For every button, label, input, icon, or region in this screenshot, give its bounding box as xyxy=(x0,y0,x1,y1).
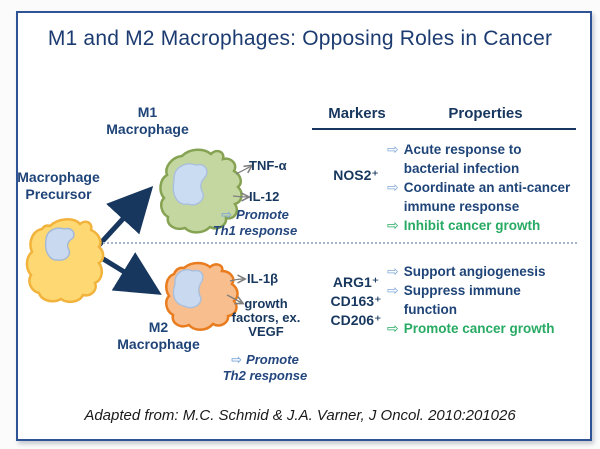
differentiation-arrows xyxy=(97,185,162,295)
property-text: Acute response to bacterial infection xyxy=(403,142,522,176)
th1-line1: ⇨ Promote xyxy=(200,207,310,223)
th1-response-text: Th1 response xyxy=(212,223,298,238)
arrow-right-icon: ⇨ xyxy=(387,263,399,279)
arrow-right-icon: ⇨ xyxy=(387,141,399,157)
arrow-precursor-to-m1 xyxy=(97,185,154,247)
th2-line1: ⇨ Promote xyxy=(210,352,320,368)
property-text: Promote cancer growth xyxy=(403,321,555,336)
th2-promote-text: Promote xyxy=(246,352,299,367)
m2-th2-response-note: ⇨ Promote Th2 response xyxy=(210,352,320,384)
connector-m1-tnf xyxy=(235,166,251,175)
property-text: Coordinate an anti-cancer immune respons… xyxy=(403,180,571,214)
slide-title: M1 and M2 Macrophages: Opposing Roles in… xyxy=(47,27,553,50)
property-item: ⇨ Support angiogenesis xyxy=(387,262,582,281)
connector-m1-il12 xyxy=(232,196,248,197)
macrophage-precursor-label: Macrophage Precursor xyxy=(17,169,100,202)
properties-column-header: Properties xyxy=(448,105,523,122)
arrow-right-icon: ⇨ xyxy=(387,179,399,195)
arrow-right-icon: ⇨ xyxy=(387,282,399,298)
property-item: ⇨ Suppress immune function xyxy=(387,281,582,319)
arrow-right-icon: ⇨ xyxy=(231,352,243,367)
m1-properties-list: ⇨ Acute response to bacterial infection … xyxy=(387,140,582,235)
m1-macrophage-label: M1 Macrophage xyxy=(106,104,189,137)
precursor-cell-nucleus xyxy=(44,227,75,261)
m1-cell-nucleus xyxy=(172,163,208,206)
th2-response-text: Th2 response xyxy=(222,368,308,383)
m2-markers: ARG1⁺ CD163⁺ CD206⁺ xyxy=(311,273,401,330)
m2-macrophage-label: M2 Macrophage xyxy=(117,319,200,352)
m1-markers: NOS2⁺ xyxy=(311,166,401,185)
citation-text: Adapted from: M.C. Schmid & J.A. Varner,… xyxy=(84,407,516,424)
arrow-right-icon: ⇨ xyxy=(387,320,399,336)
property-text: Support angiogenesis xyxy=(403,264,546,279)
marker-cd163: CD163⁺ xyxy=(330,293,382,309)
th1-promote-text: Promote xyxy=(236,207,289,222)
m1-macrophage-cell xyxy=(159,148,243,234)
secretion-connectors xyxy=(226,166,251,303)
arrow-right-icon: ⇨ xyxy=(221,207,233,222)
m2-macrophage-cell xyxy=(164,261,239,331)
property-text: Suppress immune function xyxy=(403,283,521,317)
connector-m2-growth xyxy=(226,294,242,303)
dotted-divider xyxy=(103,242,577,244)
m2-cell-nucleus xyxy=(172,269,204,309)
property-item: ⇨ Coordinate an anti-cancer immune respo… xyxy=(387,178,582,216)
m1-output-il12: IL-12 xyxy=(249,189,280,204)
m1-output-tnf-alpha: TNF-α xyxy=(249,158,287,173)
property-text: Inhibit cancer growth xyxy=(403,218,541,233)
markers-column-header: Markers xyxy=(328,105,386,122)
m2-output-growth-factors: growth factors, ex. VEGF xyxy=(231,296,301,339)
property-item: ⇨ Promote cancer growth xyxy=(387,319,582,338)
m2-properties-list: ⇨ Support angiogenesis ⇨ Suppress immune… xyxy=(387,262,582,338)
m1-th1-response-note: ⇨ Promote Th1 response xyxy=(200,207,310,239)
arrow-precursor-to-m2 xyxy=(98,252,162,295)
property-item: ⇨ Acute response to bacterial infection xyxy=(387,140,582,178)
marker-nos2: NOS2⁺ xyxy=(333,167,379,183)
marker-arg1: ARG1⁺ xyxy=(332,274,380,290)
connector-m2-il1b xyxy=(229,279,244,281)
macrophage-precursor-cell xyxy=(25,218,105,304)
marker-cd206: CD206⁺ xyxy=(330,312,382,328)
m2-output-il1beta: IL-1β xyxy=(247,271,279,286)
property-item: ⇨ Inhibit cancer growth xyxy=(387,216,582,235)
arrow-right-icon: ⇨ xyxy=(387,217,399,233)
table-header-underline xyxy=(312,128,576,130)
